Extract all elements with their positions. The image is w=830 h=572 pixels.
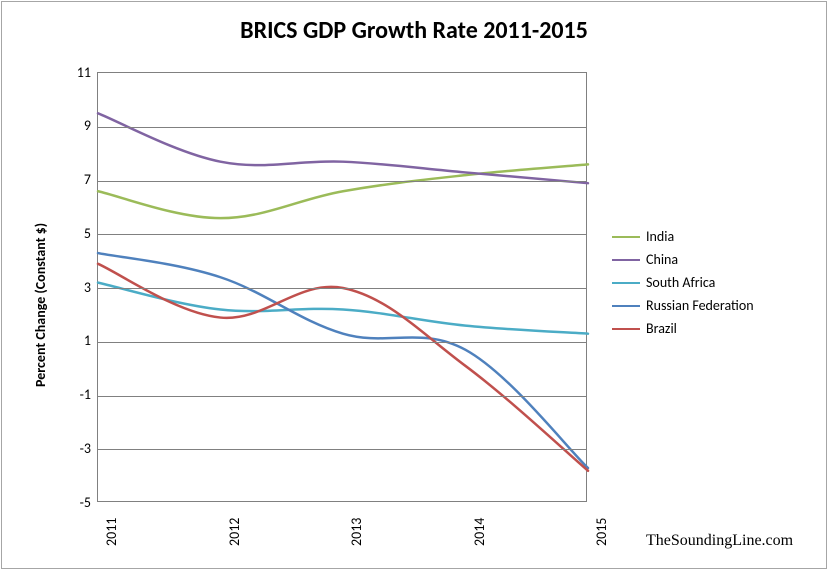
legend-label: Brazil (646, 320, 677, 337)
x-tick-label: 2012 (226, 510, 243, 546)
legend-item: Brazil (612, 320, 754, 337)
x-tick-label: 2014 (471, 510, 488, 546)
y-tick-label: 9 (61, 117, 91, 134)
chart-frame: BRICS GDP Growth Rate 2011-2015 Percent … (1, 1, 827, 569)
gridline (98, 449, 586, 450)
gridline (98, 127, 586, 128)
series-line-china (98, 113, 588, 183)
legend-item: South Africa (612, 274, 754, 291)
x-tick-label: 2015 (593, 510, 610, 546)
legend-swatch (612, 259, 640, 261)
gridline (98, 288, 586, 289)
legend: India China South Africa Russian Federation… (612, 222, 754, 343)
legend-item: India (612, 228, 754, 245)
legend-item: Russian Federation (612, 297, 754, 314)
y-tick-label: 1 (61, 332, 91, 349)
y-tick-label: 3 (61, 279, 91, 296)
y-tick-label: 5 (61, 225, 91, 242)
legend-label: Russian Federation (646, 297, 754, 314)
gridline (98, 234, 586, 235)
legend-label: South Africa (646, 274, 715, 291)
legend-swatch (612, 236, 640, 238)
y-tick-label: 7 (61, 171, 91, 188)
gridline (98, 181, 586, 182)
gridline (98, 342, 586, 343)
legend-item: China (612, 251, 754, 268)
legend-label: China (646, 251, 678, 268)
gridline (98, 396, 586, 397)
y-tick-label: -1 (61, 386, 91, 403)
x-tick-label: 2013 (348, 510, 365, 546)
y-axis-label: Percent Change (Constant $) (32, 223, 49, 387)
y-tick-label: -3 (61, 440, 91, 457)
series-line-brazil (98, 264, 588, 471)
y-tick-label: 11 (61, 64, 91, 81)
legend-swatch (612, 282, 640, 284)
x-tick-label: 2011 (103, 510, 120, 546)
legend-label: India (646, 228, 674, 245)
legend-swatch (612, 328, 640, 330)
series-line-india (98, 164, 588, 218)
series-line-russian-federation (98, 253, 588, 468)
legend-swatch (612, 305, 640, 307)
chart-title: BRICS GDP Growth Rate 2011-2015 (2, 16, 826, 45)
plot-area (97, 72, 587, 502)
series-line-south-africa (98, 283, 588, 334)
attribution-text: TheSoundingLine.com (646, 532, 793, 550)
y-tick-label: -5 (61, 494, 91, 511)
